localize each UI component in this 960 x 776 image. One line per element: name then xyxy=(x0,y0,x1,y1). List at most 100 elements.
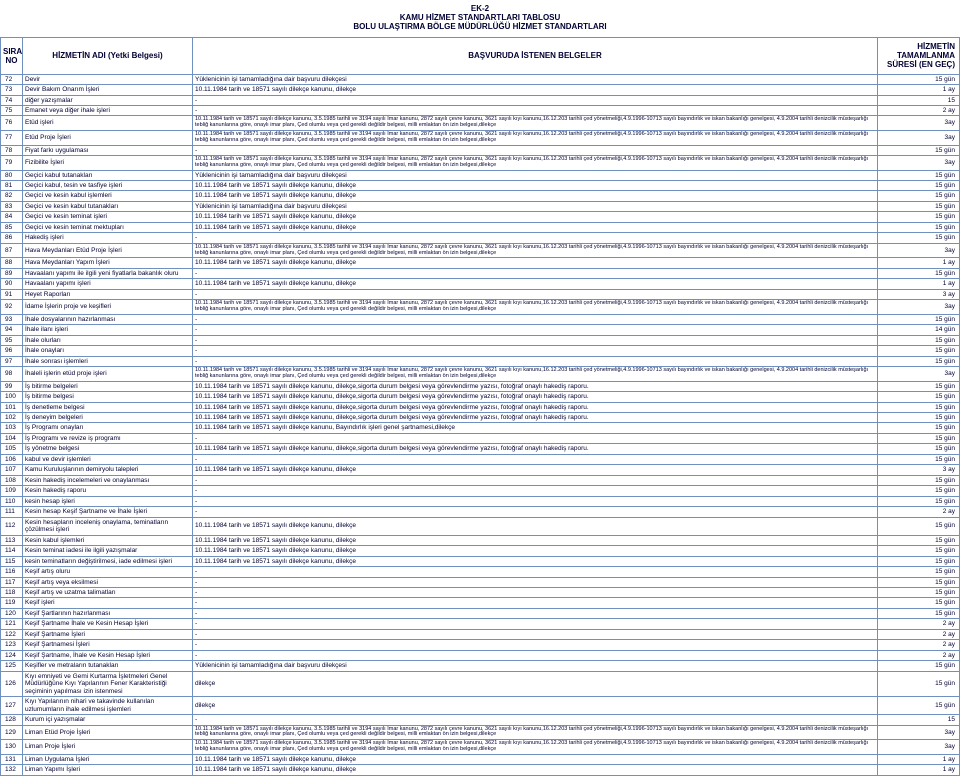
col-header-dur: HİZMETİN TAMAMLANMA SÜRESİ (EN GEÇ) xyxy=(878,38,960,75)
cell-service-name: İhale sonrası işlemleri xyxy=(23,356,193,366)
table-row: 107Kamu Kuruluşlarının demiryolu taleple… xyxy=(1,465,960,475)
cell-documents: Yüklenicinin işi tamamladığına dair başv… xyxy=(193,661,878,671)
table-row: 128Kurum içi yazışmalar-15 xyxy=(1,715,960,725)
table-row: 86Hakediş işleri-15 gün xyxy=(1,233,960,243)
cell-service-name: Devir xyxy=(23,74,193,84)
table-row: 126Kıyı emniyeti ve Gemi Kurtarma İşletm… xyxy=(1,671,960,696)
table-row: 78Fiyat farkı uygulaması-15 gün xyxy=(1,145,960,155)
table-row: 109Kesin hakediş raporu-15 gün xyxy=(1,486,960,496)
cell-documents: - xyxy=(193,268,878,278)
cell-duration: 15 gün xyxy=(878,212,960,222)
cell-documents: - xyxy=(193,346,878,356)
cell-no: 105 xyxy=(1,444,23,454)
cell-service-name: Fizibilite İşleri xyxy=(23,155,193,170)
cell-service-name: Hava Meydanları Yapım İşleri xyxy=(23,258,193,268)
cell-no: 84 xyxy=(1,212,23,222)
table-row: 119Keşif işleri-15 gün xyxy=(1,598,960,608)
table-row: 118Keşif artış ve uzatma talimatları-15 … xyxy=(1,587,960,597)
cell-documents: - xyxy=(193,475,878,485)
cell-duration: 15 xyxy=(878,95,960,105)
cell-duration: 14 gün xyxy=(878,325,960,335)
table-row: 113Kesin kabul işlemleri10.11.1984 tarih… xyxy=(1,535,960,545)
table-row: 114Kesin teminat iadesi ile ilgili yazış… xyxy=(1,546,960,556)
cell-service-name: Keşif Şartname, İhale ve Kesin Hesap İşl… xyxy=(23,650,193,660)
table-row: 116Keşif artış oluru-15 gün xyxy=(1,567,960,577)
cell-service-name: Keşif Şartlarının hazırlanması xyxy=(23,608,193,618)
cell-no: 116 xyxy=(1,567,23,577)
cell-no: 127 xyxy=(1,697,23,715)
cell-service-name: İhale dosyalarının hazırlanması xyxy=(23,314,193,324)
cell-service-name: Geçici ve kesin teminat işleri xyxy=(23,212,193,222)
cell-documents: - xyxy=(193,640,878,650)
cell-documents: 10.11.1984 tarih ve 18571 sayılı dilekçe… xyxy=(193,130,878,145)
cell-duration: 1 ay xyxy=(878,754,960,764)
table-row: 121Keşif Şartname İhale ve Kesin Hesap İ… xyxy=(1,619,960,629)
cell-no: 104 xyxy=(1,433,23,443)
cell-no: 73 xyxy=(1,85,23,95)
cell-documents: - xyxy=(193,325,878,335)
cell-service-name: Kesin hakediş incelemeleri ve onaylanmas… xyxy=(23,475,193,485)
page-title: EK-2 KAMU HİZMET STANDARTLARI TABLOSU BO… xyxy=(0,0,960,37)
cell-duration: 3ay xyxy=(878,243,960,258)
cell-documents: 10.11.1984 tarih ve 18571 sayılı dilekçe… xyxy=(193,180,878,190)
cell-no: 96 xyxy=(1,346,23,356)
cell-service-name: Kesin teminat iadesi ile ilgili yazışmal… xyxy=(23,546,193,556)
table-row: 94İhale ilanı işleri-14 gün xyxy=(1,325,960,335)
cell-service-name: Liman Proje İşleri xyxy=(23,740,193,755)
table-row: 117Keşif artış veya eksilmesi-15 gün xyxy=(1,577,960,587)
cell-duration: 15 gün xyxy=(878,346,960,356)
table-row: 76Etüd işleri10.11.1984 tarih ve 18571 s… xyxy=(1,116,960,131)
cell-duration: 15 gün xyxy=(878,356,960,366)
cell-no: 101 xyxy=(1,402,23,412)
table-row: 74diğer yazışmalar-15 xyxy=(1,95,960,105)
cell-duration: 3ay xyxy=(878,725,960,740)
cell-no: 77 xyxy=(1,130,23,145)
cell-duration: 15 gün xyxy=(878,222,960,232)
cell-service-name: İhale ilanı işleri xyxy=(23,325,193,335)
cell-service-name: Etüd işleri xyxy=(23,116,193,131)
cell-no: 100 xyxy=(1,392,23,402)
table-row: 82Geçici ve kesin kabul işlemleri10.11.1… xyxy=(1,191,960,201)
table-row: 91Heyet Raporları-3 ay xyxy=(1,289,960,299)
cell-no: 88 xyxy=(1,258,23,268)
cell-service-name: Kesin hesap Keşif Şartname ve İhale İşle… xyxy=(23,507,193,517)
table-body: 72DevirYüklenicinin işi tamamladığına da… xyxy=(1,74,960,775)
cell-duration: 15 gün xyxy=(878,180,960,190)
cell-no: 76 xyxy=(1,116,23,131)
cell-no: 113 xyxy=(1,535,23,545)
table-row: 122Keşif Şartname İşleri-2 ay xyxy=(1,629,960,639)
cell-no: 112 xyxy=(1,517,23,535)
cell-duration: 15 gün xyxy=(878,587,960,597)
cell-service-name: İş yönetme belgesi xyxy=(23,444,193,454)
cell-no: 115 xyxy=(1,556,23,566)
cell-documents: - xyxy=(193,105,878,115)
cell-duration: 1 ay xyxy=(878,279,960,289)
cell-no: 74 xyxy=(1,95,23,105)
table-row: 103İş Programı onayları10.11.1984 tarih … xyxy=(1,423,960,433)
cell-service-name: Kesin kabul işlemleri xyxy=(23,535,193,545)
cell-service-name: Keşif işleri xyxy=(23,598,193,608)
cell-duration: 2 ay xyxy=(878,619,960,629)
cell-documents: 10.11.1984 tarih ve 18571 sayılı dilekçe… xyxy=(193,725,878,740)
cell-duration: 15 xyxy=(878,715,960,725)
standards-table: SIRA NO HİZMETİN ADI (Yetki Belgesi) BAŞ… xyxy=(0,37,960,776)
cell-no: 128 xyxy=(1,715,23,725)
cell-no: 125 xyxy=(1,661,23,671)
cell-service-name: Keşifler ve metraların tutanakları xyxy=(23,661,193,671)
cell-documents: dilekçe xyxy=(193,697,878,715)
cell-documents: 10.11.1984 tarih ve 18571 sayılı dilekçe… xyxy=(193,754,878,764)
cell-documents: - xyxy=(193,507,878,517)
title-line-3: BOLU ULAŞTIRMA BÖLGE MÜDÜRLÜĞÜ HİZMET ST… xyxy=(0,22,960,31)
cell-documents: 10.11.1984 tarih ve 18571 sayılı dilekçe… xyxy=(193,155,878,170)
cell-service-name: İş deneyim belgeleri xyxy=(23,413,193,423)
table-row: 104İş Programı ve revize iş programı-15 … xyxy=(1,433,960,443)
table-row: 125Keşifler ve metraların tutanaklarıYük… xyxy=(1,661,960,671)
table-row: 105İş yönetme belgesi10.11.1984 tarih ve… xyxy=(1,444,960,454)
cell-documents: 10.11.1984 tarih ve 18571 sayılı dilekçe… xyxy=(193,413,878,423)
cell-no: 87 xyxy=(1,243,23,258)
cell-documents: - xyxy=(193,577,878,587)
cell-duration: 2 ay xyxy=(878,507,960,517)
cell-documents: 10.11.1984 tarih ve 18571 sayılı dilekçe… xyxy=(193,402,878,412)
cell-documents: - xyxy=(193,715,878,725)
cell-duration: 15 gün xyxy=(878,314,960,324)
